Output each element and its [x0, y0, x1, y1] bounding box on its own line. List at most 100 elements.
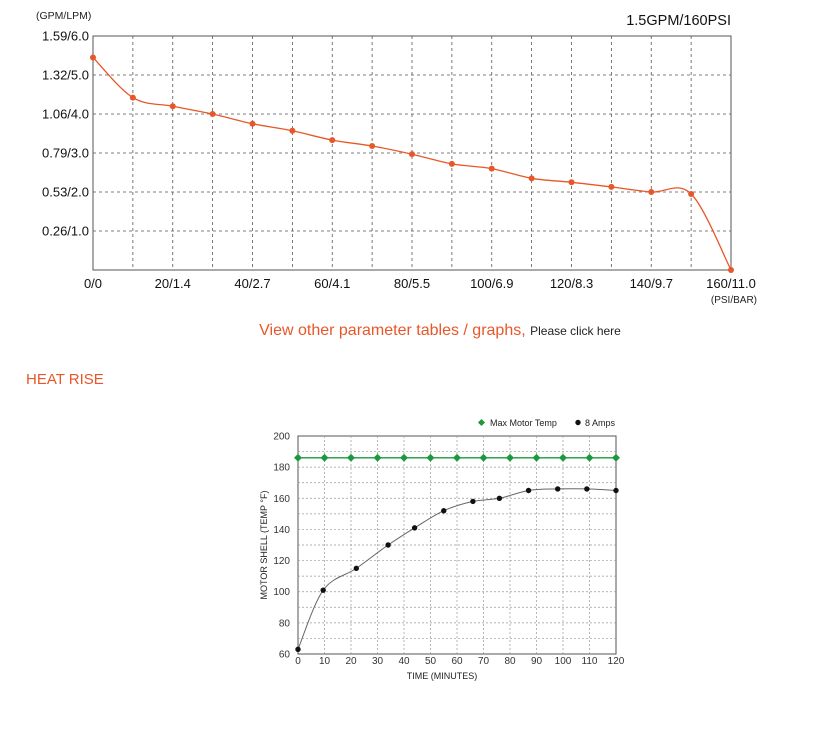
- flow-x-tick-label: 80/5.5: [394, 276, 430, 291]
- flow-x-tick-label: 100/6.9: [470, 276, 513, 291]
- flow-y-tick-label: 1.32/5.0: [42, 68, 89, 83]
- heat-chart-x-ticks: 0 10 20 30 40 50 60 70 80 90 100 110 120: [295, 656, 625, 667]
- heat-x-tick-label: 30: [372, 656, 384, 667]
- heat-rise-chart: Max Motor Temp 8 Amps 6080100120140160180…: [259, 418, 625, 681]
- amps-data-point: [613, 487, 619, 494]
- max-motor-temp-point: [559, 453, 567, 462]
- flow-x-tick-label: 160/11.0: [706, 276, 756, 291]
- heat-x-tick-label: 40: [398, 656, 410, 667]
- heat-y-tick-label: 120: [273, 556, 290, 567]
- max-motor-temp-point: [320, 453, 329, 462]
- amps-data-point: [385, 542, 391, 548]
- max-motor-temp-point: [426, 453, 435, 462]
- flow-data-point: [169, 103, 176, 110]
- max-motor-temp-point: [294, 453, 302, 462]
- flow-series-points: [90, 54, 734, 273]
- flow-chart-title: 1.5GPM/160PSI: [626, 13, 731, 29]
- flow-y-tick-label: 0.79/3.0: [42, 146, 89, 161]
- flow-x-tick-label: 20/1.4: [155, 276, 191, 291]
- max-motor-temp-point: [453, 453, 461, 462]
- max-motor-temp-point: [506, 453, 514, 462]
- flow-chart: (GPM/LPM) 1.5GPM/160PSI 0.26/1.0 0.53/2.0…: [36, 10, 757, 306]
- heat-x-tick-label: 120: [608, 656, 625, 667]
- flow-x-tick-label: 40/2.7: [234, 276, 270, 291]
- heat-x-tick-label: 100: [555, 656, 572, 667]
- amps-series-points: [295, 486, 619, 653]
- flow-data-point: [648, 189, 655, 195]
- heat-chart-legend: Max Motor Temp 8 Amps: [477, 418, 616, 428]
- flow-data-point: [448, 160, 455, 167]
- other-parameters-link[interactable]: View other parameter tables / graphs,: [259, 322, 526, 339]
- heat-chart-grid: [298, 436, 616, 654]
- legend-max-temp-label: Max Motor Temp: [490, 418, 557, 428]
- legend-amps-label: 8 Amps: [585, 418, 616, 428]
- heat-x-tick-label: 0: [295, 656, 301, 667]
- flow-data-point: [90, 54, 96, 61]
- heat-y-tick-label: 60: [279, 650, 291, 661]
- flow-data-point: [409, 151, 415, 158]
- heat-y-tick-label: 160: [273, 494, 290, 505]
- heat-y-tick-label: 180: [273, 463, 290, 474]
- please-click-here-link[interactable]: Please click here: [530, 324, 621, 338]
- heat-x-tick-label: 10: [319, 656, 331, 667]
- heat-y-tick-label: 80: [279, 618, 291, 629]
- flow-data-point: [369, 142, 376, 149]
- amps-data-point: [470, 498, 476, 505]
- flow-y-tick-label: 0.53/2.0: [42, 185, 89, 200]
- flow-data-point: [528, 175, 535, 182]
- legend-amps-marker: [575, 419, 581, 426]
- max-motor-temp-point: [347, 453, 355, 462]
- flow-chart-ylabel: (GPM/LPM): [36, 10, 91, 22]
- heat-chart-xlabel: TIME (MINUTES): [407, 671, 478, 681]
- flow-data-point: [209, 111, 216, 117]
- amps-data-point: [295, 646, 301, 653]
- max-motor-temp-point: [479, 453, 488, 462]
- max-motor-temp-point: [612, 453, 620, 462]
- max-motor-temp-point: [585, 453, 594, 462]
- heat-chart-ylabel: MOTOR SHELL (TEMP °F): [259, 491, 269, 600]
- other-parameters-link-line: View other parameter tables / graphs, Pl…: [0, 322, 840, 340]
- flow-chart-xlabel: (PSI/BAR): [711, 295, 757, 306]
- flow-x-tick-label: 60/4.1: [314, 276, 350, 291]
- flow-x-tick-label: 140/9.7: [630, 276, 673, 291]
- heat-x-tick-label: 50: [425, 656, 437, 667]
- legend-max-temp-marker: [477, 418, 486, 427]
- max-motor-temp-point: [400, 453, 408, 462]
- flow-data-point: [488, 165, 495, 172]
- flow-y-tick-label: 1.59/6.0: [42, 29, 89, 44]
- flow-x-tick-label: 120/8.3: [550, 276, 593, 291]
- amps-data-point: [584, 486, 590, 492]
- flow-chart-grid: [93, 36, 731, 270]
- amps-data-point: [525, 487, 532, 494]
- amps-data-point: [320, 587, 326, 593]
- flow-x-tick-label: 0/0: [84, 276, 102, 291]
- heat-x-tick-label: 20: [345, 656, 357, 667]
- flow-data-point: [608, 183, 615, 190]
- heat-chart-y-ticks: 60 80 100 120 140 160 180 200: [273, 432, 290, 661]
- heat-rise-title: HEAT RISE: [26, 371, 104, 388]
- flow-y-tick-label: 0.26/1.0: [42, 224, 89, 239]
- heat-y-tick-label: 200: [273, 432, 290, 443]
- amps-data-point: [441, 508, 447, 514]
- heat-y-tick-label: 140: [273, 525, 290, 536]
- amps-data-point: [353, 565, 359, 572]
- heat-x-tick-label: 80: [504, 656, 516, 667]
- max-motor-temp-point: [532, 453, 541, 462]
- heat-x-tick-label: 90: [531, 656, 543, 667]
- flow-data-point: [289, 127, 296, 134]
- flow-data-point: [129, 94, 136, 101]
- heat-x-tick-label: 70: [478, 656, 490, 667]
- amps-data-point: [411, 525, 418, 531]
- flow-data-point: [728, 267, 734, 273]
- flow-chart-y-ticks: 0.26/1.0 0.53/2.0 0.79/3.0 1.06/4.0 1.32/5.0…: [42, 29, 89, 239]
- flow-data-point: [329, 137, 336, 144]
- flow-data-point: [688, 190, 695, 197]
- heat-y-tick-label: 100: [273, 587, 290, 598]
- heat-x-tick-label: 60: [451, 656, 463, 667]
- amps-data-point: [496, 495, 503, 501]
- flow-chart-x-ticks: 0/0 20/1.4 40/2.7 60/4.1 80/5.5 100/6.9 120/8.…: [84, 276, 756, 291]
- heat-x-tick-label: 110: [582, 656, 598, 667]
- flow-data-point: [568, 179, 575, 186]
- flow-data-point: [249, 120, 256, 127]
- max-motor-temp-point: [373, 453, 382, 462]
